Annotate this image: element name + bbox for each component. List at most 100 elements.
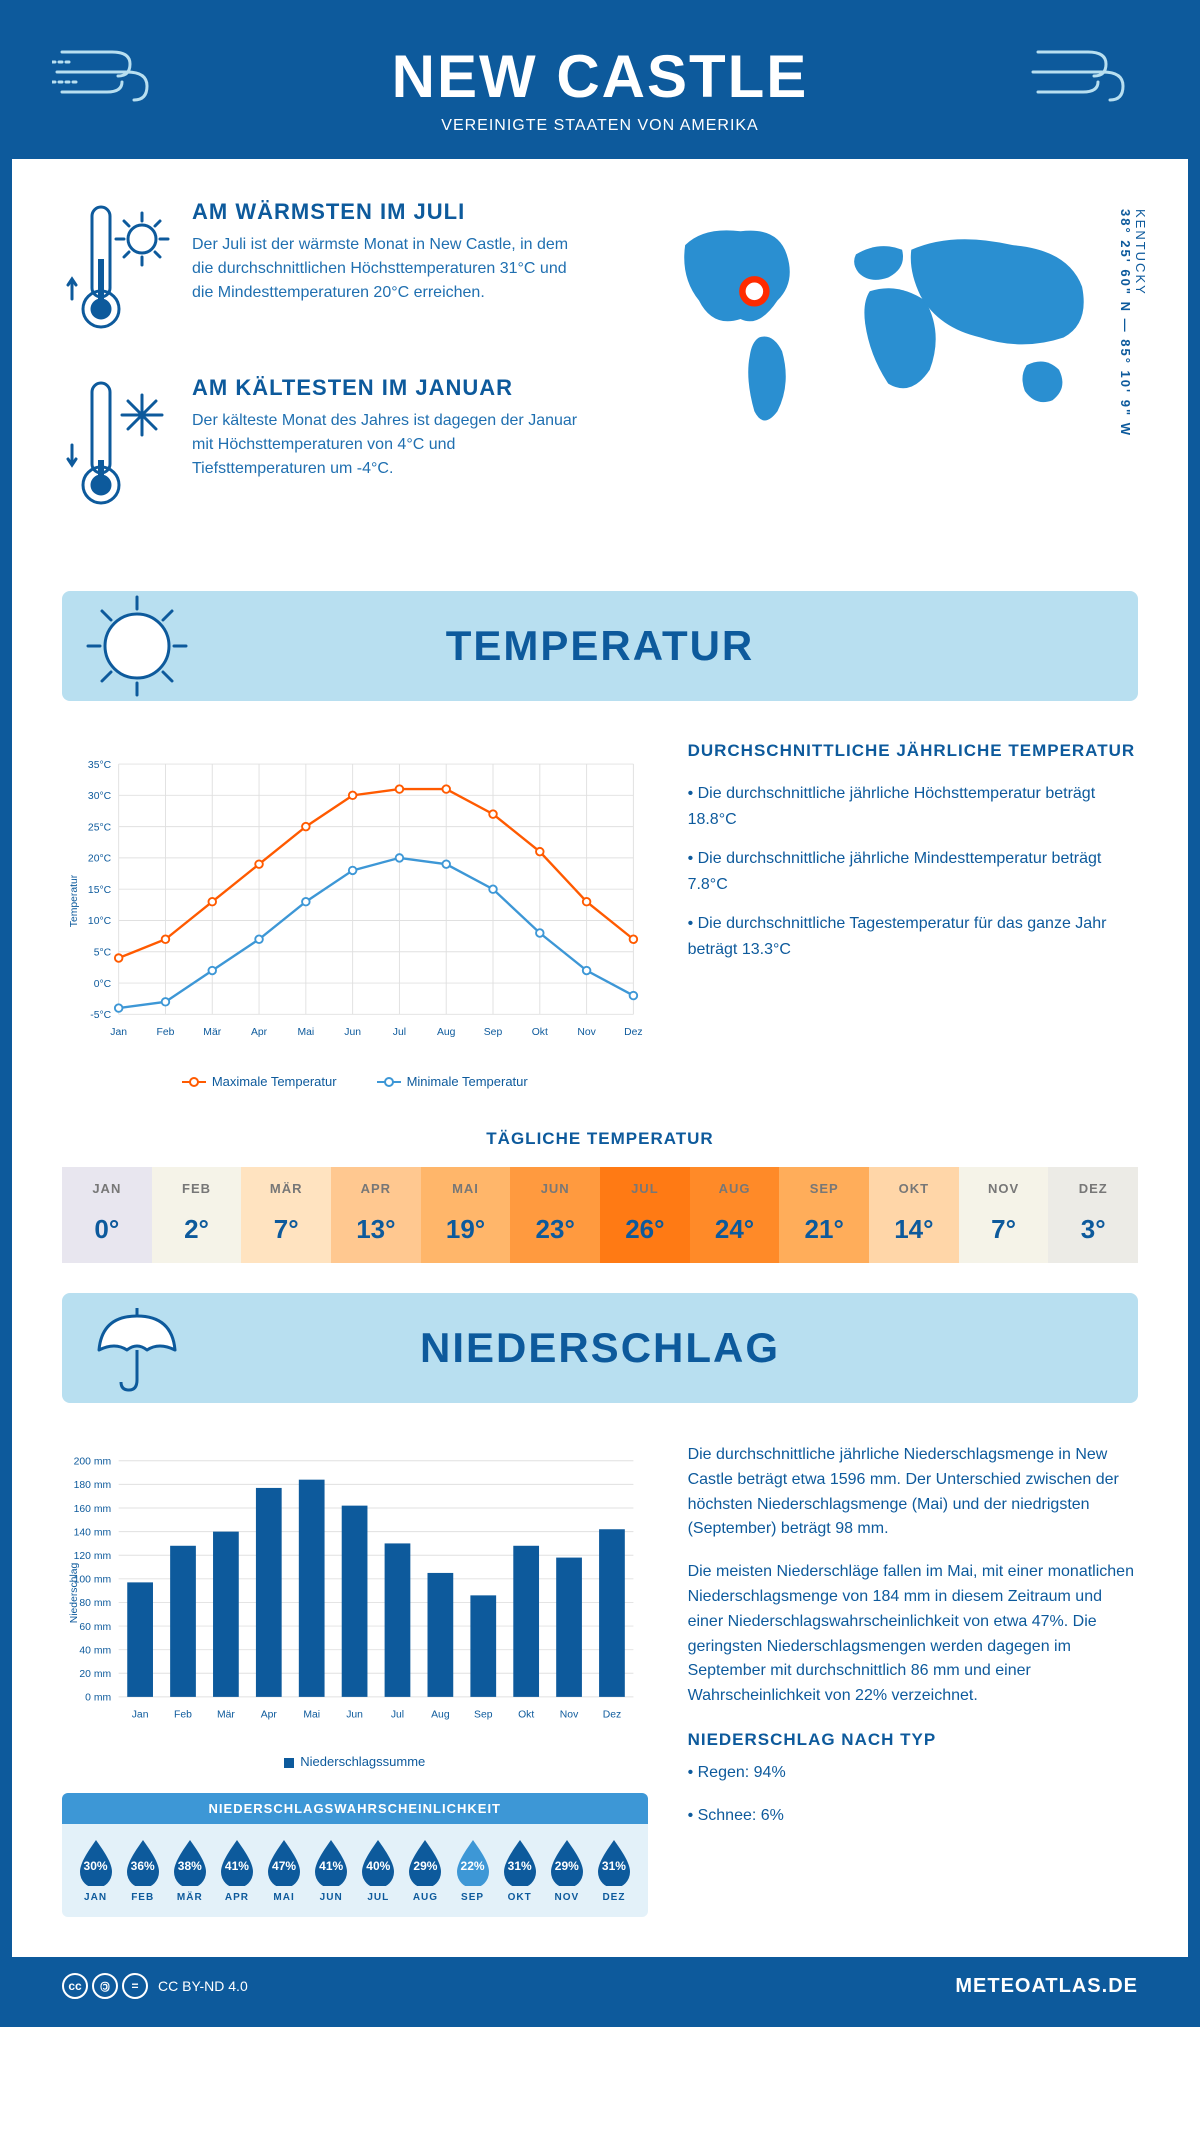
probability-cell: 41% APR — [213, 1838, 260, 1903]
probability-cell: 22% SEP — [449, 1838, 496, 1903]
svg-text:35°C: 35°C — [88, 760, 112, 771]
daily-temp-cell: AUG24° — [690, 1167, 780, 1263]
precip-chart-legend: Niederschlagssumme — [62, 1754, 648, 1769]
daily-temp-table: JAN0°FEB2°MÄR7°APR13°MAI19°JUN23°JUL26°A… — [62, 1167, 1138, 1263]
warmest-block: AM WÄRMSTEN IM JULI Der Juli ist der wär… — [62, 199, 580, 339]
svg-text:Mär: Mär — [203, 1027, 221, 1038]
probability-cell: 29% NOV — [543, 1838, 590, 1903]
svg-text:Nov: Nov — [560, 1710, 579, 1721]
svg-text:Feb: Feb — [174, 1710, 192, 1721]
raindrop-icon: 41% — [311, 1838, 351, 1886]
coldest-text: Der kälteste Monat des Jahres ist dagege… — [192, 409, 580, 481]
svg-text:Jul: Jul — [391, 1710, 404, 1721]
svg-text:Jan: Jan — [132, 1710, 149, 1721]
svg-text:40 mm: 40 mm — [79, 1645, 111, 1656]
svg-text:-5°C: -5°C — [90, 1010, 111, 1021]
raindrop-icon: 36% — [123, 1838, 163, 1886]
city-title: NEW CASTLE — [32, 42, 1168, 111]
probability-cell: 36% FEB — [119, 1838, 166, 1903]
thermometer-hot-icon — [62, 199, 172, 339]
precipitation-text: Die durchschnittliche jährliche Niedersc… — [688, 1443, 1138, 1917]
svg-text:Temperatur: Temperatur — [69, 874, 80, 927]
svg-text:Niederschlag: Niederschlag — [69, 1562, 80, 1623]
svg-text:80 mm: 80 mm — [79, 1598, 111, 1609]
daily-temp-cell: DEZ3° — [1048, 1167, 1138, 1263]
svg-text:Apr: Apr — [261, 1710, 278, 1721]
site-name: METEOATLAS.DE — [955, 1975, 1138, 1998]
svg-text:200 mm: 200 mm — [74, 1457, 111, 1468]
svg-text:Dez: Dez — [603, 1710, 621, 1721]
warmest-title: AM WÄRMSTEN IM JULI — [192, 199, 580, 225]
svg-text:Okt: Okt — [532, 1027, 548, 1038]
raindrop-icon: 31% — [594, 1838, 634, 1886]
raindrop-icon: 47% — [264, 1838, 304, 1886]
coldest-title: AM KÄLTESTEN IM JANUAR — [192, 375, 580, 401]
daily-temp-cell: NOV7° — [959, 1167, 1049, 1263]
country-subtitle: VEREINIGTE STAATEN VON AMERIKA — [32, 117, 1168, 135]
temperature-line-chart: -5°C0°C5°C10°C15°C20°C25°C30°C35°CJanFeb… — [62, 741, 648, 1061]
umbrella-icon — [87, 1298, 187, 1398]
svg-text:Jan: Jan — [110, 1027, 127, 1038]
temperature-banner: TEMPERATUR — [62, 591, 1138, 701]
raindrop-icon: 40% — [358, 1838, 398, 1886]
daily-temp-cell: MAI19° — [421, 1167, 511, 1263]
svg-text:20°C: 20°C — [88, 854, 112, 865]
svg-text:Mär: Mär — [217, 1710, 235, 1721]
daily-temp-cell: OKT14° — [869, 1167, 959, 1263]
probability-cell: 31% DEZ — [590, 1838, 637, 1903]
precipitation-bar-chart: 0 mm20 mm40 mm60 mm80 mm100 mm120 mm140 … — [62, 1443, 648, 1743]
probability-cell: 30% JAN — [72, 1838, 119, 1903]
probability-cell: 41% JUN — [308, 1838, 355, 1903]
svg-text:Jun: Jun — [344, 1027, 361, 1038]
raindrop-icon: 31% — [500, 1838, 540, 1886]
raindrop-icon: 41% — [217, 1838, 257, 1886]
svg-text:140 mm: 140 mm — [74, 1527, 111, 1538]
warmest-text: Der Juli ist der wärmste Monat in New Ca… — [192, 233, 580, 305]
cc-icons: cc 🄯 = — [62, 1973, 148, 1999]
temperature-heading: TEMPERATUR — [212, 622, 1138, 670]
daily-temp-cell: APR13° — [331, 1167, 421, 1263]
svg-text:Sep: Sep — [474, 1710, 493, 1721]
svg-text:60 mm: 60 mm — [79, 1622, 111, 1633]
probability-strip: NIEDERSCHLAGSWAHRSCHEINLICHKEIT 30% JAN … — [62, 1793, 648, 1917]
daily-temp-cell: MÄR7° — [241, 1167, 331, 1263]
svg-text:Apr: Apr — [251, 1027, 268, 1038]
location-coords: KENTUCKY 38° 25' 60" N — 85° 10' 9" W — [1118, 209, 1148, 437]
raindrop-icon: 38% — [170, 1838, 210, 1886]
raindrop-icon: 22% — [453, 1838, 493, 1886]
wind-icon-left — [52, 32, 172, 112]
svg-text:160 mm: 160 mm — [74, 1504, 111, 1515]
svg-text:Mai: Mai — [297, 1027, 314, 1038]
svg-text:25°C: 25°C — [88, 822, 112, 833]
infographic-page: NEW CASTLE VEREINIGTE STAATEN VON AMERIK… — [0, 0, 1200, 2027]
temperature-avg-info: DURCHSCHNITTLICHE JÄHRLICHE TEMPERATUR •… — [688, 741, 1138, 1089]
precipitation-heading: NIEDERSCHLAG — [212, 1324, 1138, 1372]
svg-text:Aug: Aug — [431, 1710, 450, 1721]
temp-chart-legend: Maximale Temperatur Minimale Temperatur — [62, 1074, 648, 1089]
probability-cell: 40% JUL — [355, 1838, 402, 1903]
svg-text:5°C: 5°C — [94, 948, 112, 959]
svg-text:180 mm: 180 mm — [74, 1480, 111, 1491]
wind-icon-right — [1028, 32, 1148, 112]
daily-temp-cell: SEP21° — [779, 1167, 869, 1263]
sun-icon — [82, 591, 192, 701]
svg-text:30°C: 30°C — [88, 791, 112, 802]
footer: cc 🄯 = CC BY-ND 4.0 METEOATLAS.DE — [12, 1957, 1188, 2015]
coldest-block: AM KÄLTESTEN IM JANUAR Der kälteste Mona… — [62, 375, 580, 515]
world-map-icon — [620, 199, 1138, 439]
svg-text:Feb: Feb — [157, 1027, 175, 1038]
svg-text:0 mm: 0 mm — [85, 1693, 111, 1704]
svg-text:Aug: Aug — [437, 1027, 456, 1038]
svg-text:Mai: Mai — [303, 1710, 320, 1721]
license-text: CC BY-ND 4.0 — [158, 1978, 248, 1994]
header: NEW CASTLE VEREINIGTE STAATEN VON AMERIK… — [12, 12, 1188, 159]
probability-cell: 47% MAI — [261, 1838, 308, 1903]
svg-text:120 mm: 120 mm — [74, 1551, 111, 1562]
probability-cell: 38% MÄR — [166, 1838, 213, 1903]
precipitation-banner: NIEDERSCHLAG — [62, 1293, 1138, 1403]
probability-cell: 29% AUG — [402, 1838, 449, 1903]
svg-text:Sep: Sep — [484, 1027, 503, 1038]
daily-temp-cell: FEB2° — [152, 1167, 242, 1263]
raindrop-icon: 30% — [76, 1838, 116, 1886]
raindrop-icon: 29% — [405, 1838, 445, 1886]
